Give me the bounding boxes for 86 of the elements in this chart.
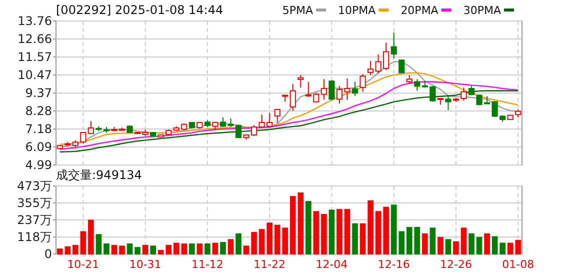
candlestick xyxy=(414,78,420,92)
bar xyxy=(212,242,218,254)
x-tick-label: 12-04 xyxy=(316,258,348,271)
bar xyxy=(321,214,327,254)
y-tick-label: 9.37 xyxy=(25,86,52,100)
bar xyxy=(336,208,342,254)
x-tick-label: 12-16 xyxy=(378,258,410,271)
bar xyxy=(360,223,366,254)
y-tick-label: 11.57 xyxy=(18,50,52,64)
bar xyxy=(328,210,335,254)
y-tick-label: 8.28 xyxy=(25,104,52,118)
candlestick xyxy=(320,78,328,100)
bar xyxy=(196,243,203,254)
x-tick-label: 10-31 xyxy=(129,258,162,271)
bar xyxy=(72,244,78,254)
candlestick xyxy=(328,80,335,101)
bar xyxy=(313,211,320,254)
line-series xyxy=(59,72,519,145)
bar xyxy=(383,206,389,254)
candlestick xyxy=(398,58,405,74)
bar xyxy=(228,239,234,254)
x-tick-label: 12-26 xyxy=(440,258,472,271)
x-tick-label: 11-12 xyxy=(191,258,224,271)
bar xyxy=(492,236,498,254)
legend-label: 10PMA xyxy=(338,4,376,17)
x-tick-label: 11-22 xyxy=(254,258,286,271)
bar xyxy=(142,244,148,254)
bar xyxy=(453,241,459,254)
bar xyxy=(236,233,242,254)
bar xyxy=(204,243,210,254)
legend-label: 20PMA xyxy=(400,4,439,17)
bar xyxy=(134,247,140,254)
bar xyxy=(150,246,156,254)
y-tick-label: 10.47 xyxy=(18,68,52,82)
bar xyxy=(126,243,133,254)
y-tick-label: 4.99 xyxy=(25,158,52,172)
candlestick xyxy=(274,108,280,124)
bar xyxy=(251,232,257,254)
y-tick-label: 12.66 xyxy=(18,32,52,46)
y-tick-label: 237万 xyxy=(17,212,52,227)
bar xyxy=(88,220,94,254)
y-tick-label: 6.09 xyxy=(25,140,52,154)
bar xyxy=(96,234,102,254)
chart-title: 成交量:949134 xyxy=(56,168,142,182)
legend-label: 5PMA xyxy=(282,4,314,17)
bar xyxy=(375,211,382,254)
bar xyxy=(484,233,490,254)
candlestick xyxy=(352,81,358,96)
candlestick xyxy=(360,74,366,92)
candlestick xyxy=(290,84,296,112)
chart-title: [002292] 2025-01-08 14:44 xyxy=(56,3,224,17)
y-tick-label: 355万 xyxy=(17,196,52,210)
bar xyxy=(352,223,358,254)
bar xyxy=(460,228,467,254)
x-tick-label: 10-21 xyxy=(67,258,100,271)
candlestick xyxy=(367,60,374,76)
bar xyxy=(189,243,195,254)
bar xyxy=(500,242,506,254)
bar xyxy=(111,244,118,254)
bar xyxy=(220,242,226,254)
bar xyxy=(422,233,428,254)
y-tick-label: 118万 xyxy=(17,230,52,244)
candlestick xyxy=(445,94,452,111)
bar xyxy=(438,236,444,254)
bar xyxy=(243,246,250,254)
y-tick-label: 13.76 xyxy=(18,14,52,28)
bar xyxy=(119,246,125,254)
bar xyxy=(430,228,436,254)
x-tick-label: 01-08 xyxy=(502,258,534,271)
bar xyxy=(368,200,374,254)
bar xyxy=(258,229,265,254)
bar xyxy=(306,201,312,254)
bar xyxy=(344,208,350,254)
candlestick xyxy=(88,120,94,134)
bar xyxy=(104,243,110,254)
bar xyxy=(80,231,86,254)
bar xyxy=(445,239,452,254)
legend-label: 30PMA xyxy=(463,4,502,17)
y-tick-label: 0 xyxy=(44,247,52,261)
bar xyxy=(266,222,272,254)
bar xyxy=(476,236,482,254)
candlestick xyxy=(390,32,397,59)
y-tick-label: 473万 xyxy=(17,179,52,193)
bar xyxy=(468,233,474,254)
candlestick xyxy=(298,74,304,88)
y-tick-label: 7.18 xyxy=(25,122,52,136)
